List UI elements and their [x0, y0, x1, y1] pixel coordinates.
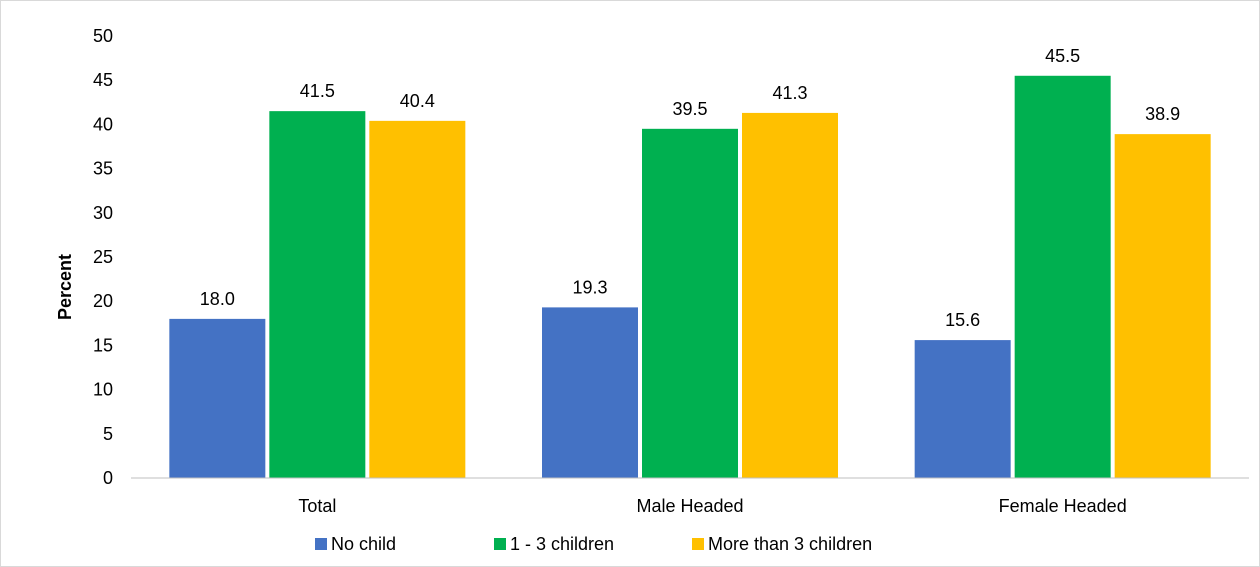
bars [169, 75, 1211, 479]
data-label: 41.3 [772, 83, 807, 103]
data-labels: 18.0 41.5 40.4 19.3 39.5 41.3 15.6 45.5 38.9 [200, 46, 1180, 330]
bar-male-headed-1 [642, 128, 738, 478]
legend: No child 1 - 3 children More than 3 childr… [315, 534, 872, 554]
data-label: 45.5 [1045, 46, 1080, 66]
bar-female-headed-1 [1014, 75, 1111, 478]
category-labels: Total Male Headed Female Headed [298, 496, 1126, 516]
legend-label-1: 1 - 3 children [510, 534, 614, 554]
legend-label-2: More than 3 children [708, 534, 872, 554]
data-label: 39.5 [672, 99, 707, 119]
bar-female-headed-2 [1114, 134, 1211, 478]
bar-female-headed-0 [914, 340, 1011, 478]
data-label: 19.3 [572, 277, 607, 297]
y-tick-label-30: 30 [93, 203, 113, 223]
y-tick-label-25: 25 [93, 247, 113, 267]
category-label-female-headed: Female Headed [999, 496, 1127, 516]
legend-swatch-1 [494, 538, 506, 550]
bar-total-0 [169, 318, 266, 478]
y-tick-label-0: 0 [103, 468, 113, 488]
bar-male-headed-2 [742, 112, 838, 479]
y-tick-label-10: 10 [93, 380, 113, 400]
data-label: 41.5 [300, 81, 335, 101]
category-label-total: Total [298, 496, 336, 516]
legend-swatch-2 [692, 538, 704, 550]
bar-total-2 [369, 120, 466, 478]
y-tick-label-35: 35 [93, 159, 113, 179]
y-tick-label-45: 45 [93, 70, 113, 90]
y-tick-label-50: 50 [93, 26, 113, 46]
legend-swatch-0 [315, 538, 327, 550]
legend-label-0: No child [331, 534, 396, 554]
bar-total-1 [269, 111, 366, 478]
data-label: 40.4 [400, 91, 435, 111]
data-label: 38.9 [1145, 104, 1180, 124]
data-label: 15.6 [945, 310, 980, 330]
y-axis-ticks: 0 5 10 15 20 25 30 35 40 45 50 [93, 26, 113, 488]
y-axis-label: Percent [55, 254, 75, 320]
y-tick-label-40: 40 [93, 114, 113, 134]
data-label: 18.0 [200, 289, 235, 309]
category-label-male-headed: Male Headed [636, 496, 743, 516]
y-tick-label-5: 5 [103, 424, 113, 444]
y-tick-label-15: 15 [93, 335, 113, 355]
y-tick-label-20: 20 [93, 291, 113, 311]
bar-male-headed-0 [542, 307, 638, 478]
